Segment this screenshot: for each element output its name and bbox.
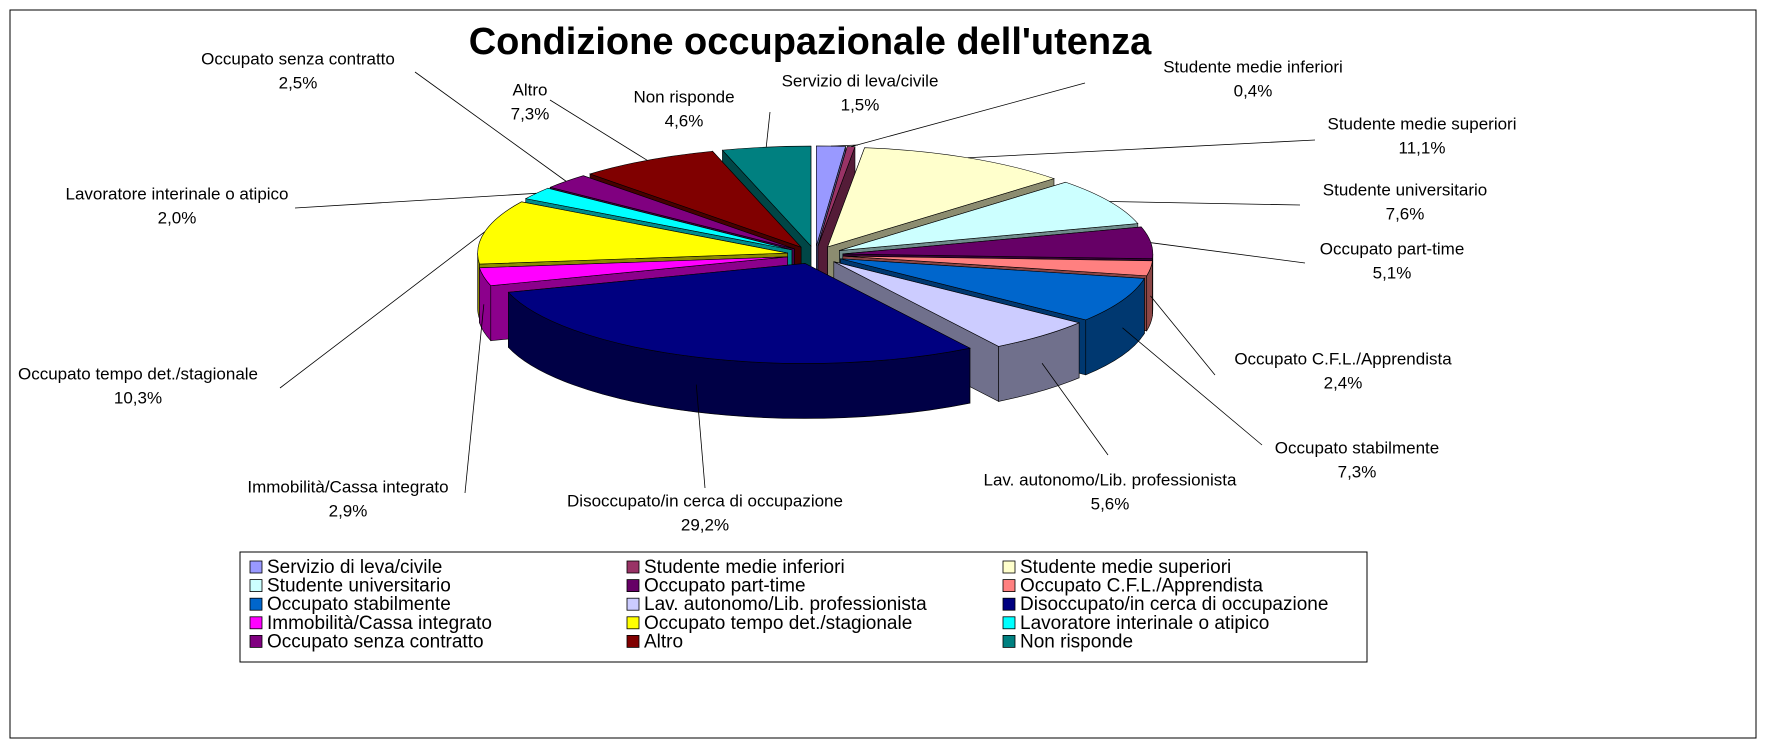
legend-swatch — [626, 560, 640, 574]
data-label-name: Servizio di leva/civile — [782, 71, 939, 90]
slice — [827, 147, 1055, 248]
leader-line — [549, 99, 648, 161]
slice — [507, 263, 971, 364]
legend-box — [239, 551, 1368, 663]
data-label: 4,6% — [665, 111, 704, 130]
data-label-name: Lavoratore interinale o atipico — [65, 184, 288, 203]
leader-line — [294, 192, 537, 209]
legend-swatch — [626, 635, 640, 648]
leader-line — [765, 111, 771, 148]
data-label-name: Studente medie inferiori — [1163, 57, 1343, 76]
legend-swatch — [1002, 560, 1016, 574]
leader-line — [1122, 327, 1263, 446]
leader-line — [851, 82, 1086, 147]
legend-label: Lavoratore interinale o atipico — [1020, 613, 1269, 634]
data-label-name: Disoccupato/in cerca di occupazione — [567, 491, 843, 510]
data-label: 0,4% — [1234, 81, 1273, 100]
data-label-name: Lav. autonomo/Lib. professionista — [984, 470, 1237, 489]
leader-line — [1109, 201, 1301, 206]
legend-label: Studente medie inferiori — [644, 557, 845, 578]
legend-label: Occupato part-time — [644, 576, 806, 597]
data-label-name: Altro — [513, 80, 548, 99]
data-label: 29,2% — [681, 515, 729, 534]
data-label-name: Occupato senza contratto — [201, 49, 395, 68]
leader-line — [1041, 363, 1109, 456]
slice — [839, 181, 1139, 251]
leader-line — [279, 231, 485, 389]
legend-swatch — [249, 597, 263, 611]
legend-label: Studente universitario — [267, 576, 451, 597]
data-label: 2,0% — [158, 208, 197, 227]
legend-label: Disoccupato/in cerca di occupazione — [1020, 594, 1328, 615]
legend-swatch — [626, 597, 640, 611]
legend-swatch — [1002, 579, 1016, 592]
legend-label: Servizio di leva/civile — [267, 557, 442, 578]
data-label: 7,6% — [1386, 204, 1425, 223]
legend-swatch — [249, 616, 263, 630]
legend-swatch — [1002, 635, 1016, 648]
data-label: 7,3% — [1338, 462, 1377, 481]
data-label: 2,4% — [1324, 373, 1363, 392]
legend-swatch — [249, 560, 263, 574]
legend-swatch — [626, 579, 640, 592]
chart-title: Condizione occupazionale dell'utenza — [469, 21, 1152, 63]
leader-line — [414, 71, 567, 182]
slice — [816, 145, 846, 247]
leader-line — [1150, 295, 1216, 376]
legend-label: Immobilità/Cassa integrato — [267, 613, 492, 634]
data-label-name: Occupato stabilmente — [1275, 438, 1439, 457]
legend-swatch — [626, 616, 640, 630]
leader-line — [830, 144, 859, 147]
slice — [721, 145, 812, 247]
slice — [842, 255, 1153, 277]
data-label-name: Immobilità/Cassa integrato — [247, 477, 448, 496]
legend-label: Occupato stabilmente — [267, 594, 451, 615]
data-label: 2,5% — [279, 73, 318, 92]
legend-swatch — [249, 635, 263, 648]
legend-label: Occupato senza contratto — [267, 631, 484, 652]
slice — [840, 258, 1145, 321]
legend-label: Lav. autonomo/Lib. professionista — [644, 594, 927, 615]
data-label: 7,3% — [511, 104, 550, 123]
leader-line — [1150, 242, 1306, 264]
leader-line — [695, 384, 706, 489]
legend-label: Occupato tempo det./stagionale — [644, 613, 912, 634]
data-label-name: Non risponde — [633, 87, 734, 106]
data-label: 5,1% — [1373, 263, 1412, 282]
data-label: 11,1% — [1399, 138, 1446, 157]
slice — [479, 256, 788, 286]
leader-line — [967, 139, 1316, 159]
data-label-name: Occupato tempo det./stagionale — [18, 364, 258, 383]
data-label-name: Studente medie superiori — [1327, 114, 1516, 133]
data-label: 5,6% — [1091, 494, 1130, 513]
legend-swatch — [1002, 597, 1016, 611]
legend-swatch — [249, 579, 263, 592]
data-label-name: Studente universitario — [1323, 180, 1487, 199]
legend-label: Altro — [644, 631, 683, 652]
data-label-name: Occupato C.F.L./Apprendista — [1234, 349, 1452, 368]
legend-label: Occupato C.F.L./Apprendista — [1020, 576, 1263, 597]
legend-label: Studente medie superiori — [1020, 557, 1231, 578]
slice — [833, 261, 1081, 347]
data-label: 10,3% — [114, 388, 162, 407]
data-label-name: Occupato part-time — [1320, 239, 1465, 258]
data-label: 1,5% — [841, 95, 880, 114]
legend-label: Non risponde — [1020, 631, 1133, 652]
legend-swatch — [1002, 616, 1016, 630]
slice — [842, 226, 1154, 260]
leader-line — [464, 304, 485, 494]
data-label: 2,9% — [329, 501, 368, 520]
